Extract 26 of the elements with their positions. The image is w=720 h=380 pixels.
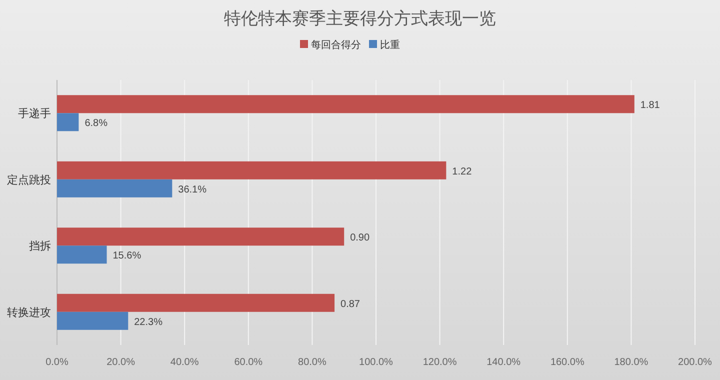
x-tick-label: 100.0% xyxy=(359,357,394,368)
data-label: 1.22 xyxy=(452,166,472,178)
chart-title: 特伦特本赛季主要得分方式表现一览 xyxy=(224,9,496,28)
data-label: 15.6% xyxy=(112,250,142,262)
legend-label: 比重 xyxy=(380,39,400,51)
x-tick-label: 80.0% xyxy=(298,357,326,368)
data-label: 0.87 xyxy=(340,298,360,310)
x-tick-label: 20.0% xyxy=(106,357,136,368)
y-tick-label: 定点跳投 xyxy=(7,173,51,186)
x-tick-label: 200.0% xyxy=(678,357,712,368)
data-label: 36.1% xyxy=(178,184,207,196)
data-label: 1.81 xyxy=(640,100,660,112)
x-tick-label: 140.0% xyxy=(486,357,521,368)
y-tick-label: 转换进攻 xyxy=(7,306,51,319)
y-tick-label: 手递手 xyxy=(18,107,51,120)
data-label: 22.3% xyxy=(134,316,163,328)
x-tick-label: 40.0% xyxy=(170,357,199,368)
y-tick-label: 挡拆 xyxy=(29,240,51,253)
x-tick-label: 120.0% xyxy=(422,357,457,368)
x-tick-label: 60.0% xyxy=(234,357,263,368)
x-tick-label: 180.0% xyxy=(614,357,648,368)
x-tick-label: 0.0% xyxy=(46,357,69,368)
x-tick-label: 160.0% xyxy=(550,357,584,368)
legend-label: 每回合得分 xyxy=(311,39,361,51)
data-label: 0.90 xyxy=(350,232,370,244)
data-label: 6.8% xyxy=(84,118,108,130)
